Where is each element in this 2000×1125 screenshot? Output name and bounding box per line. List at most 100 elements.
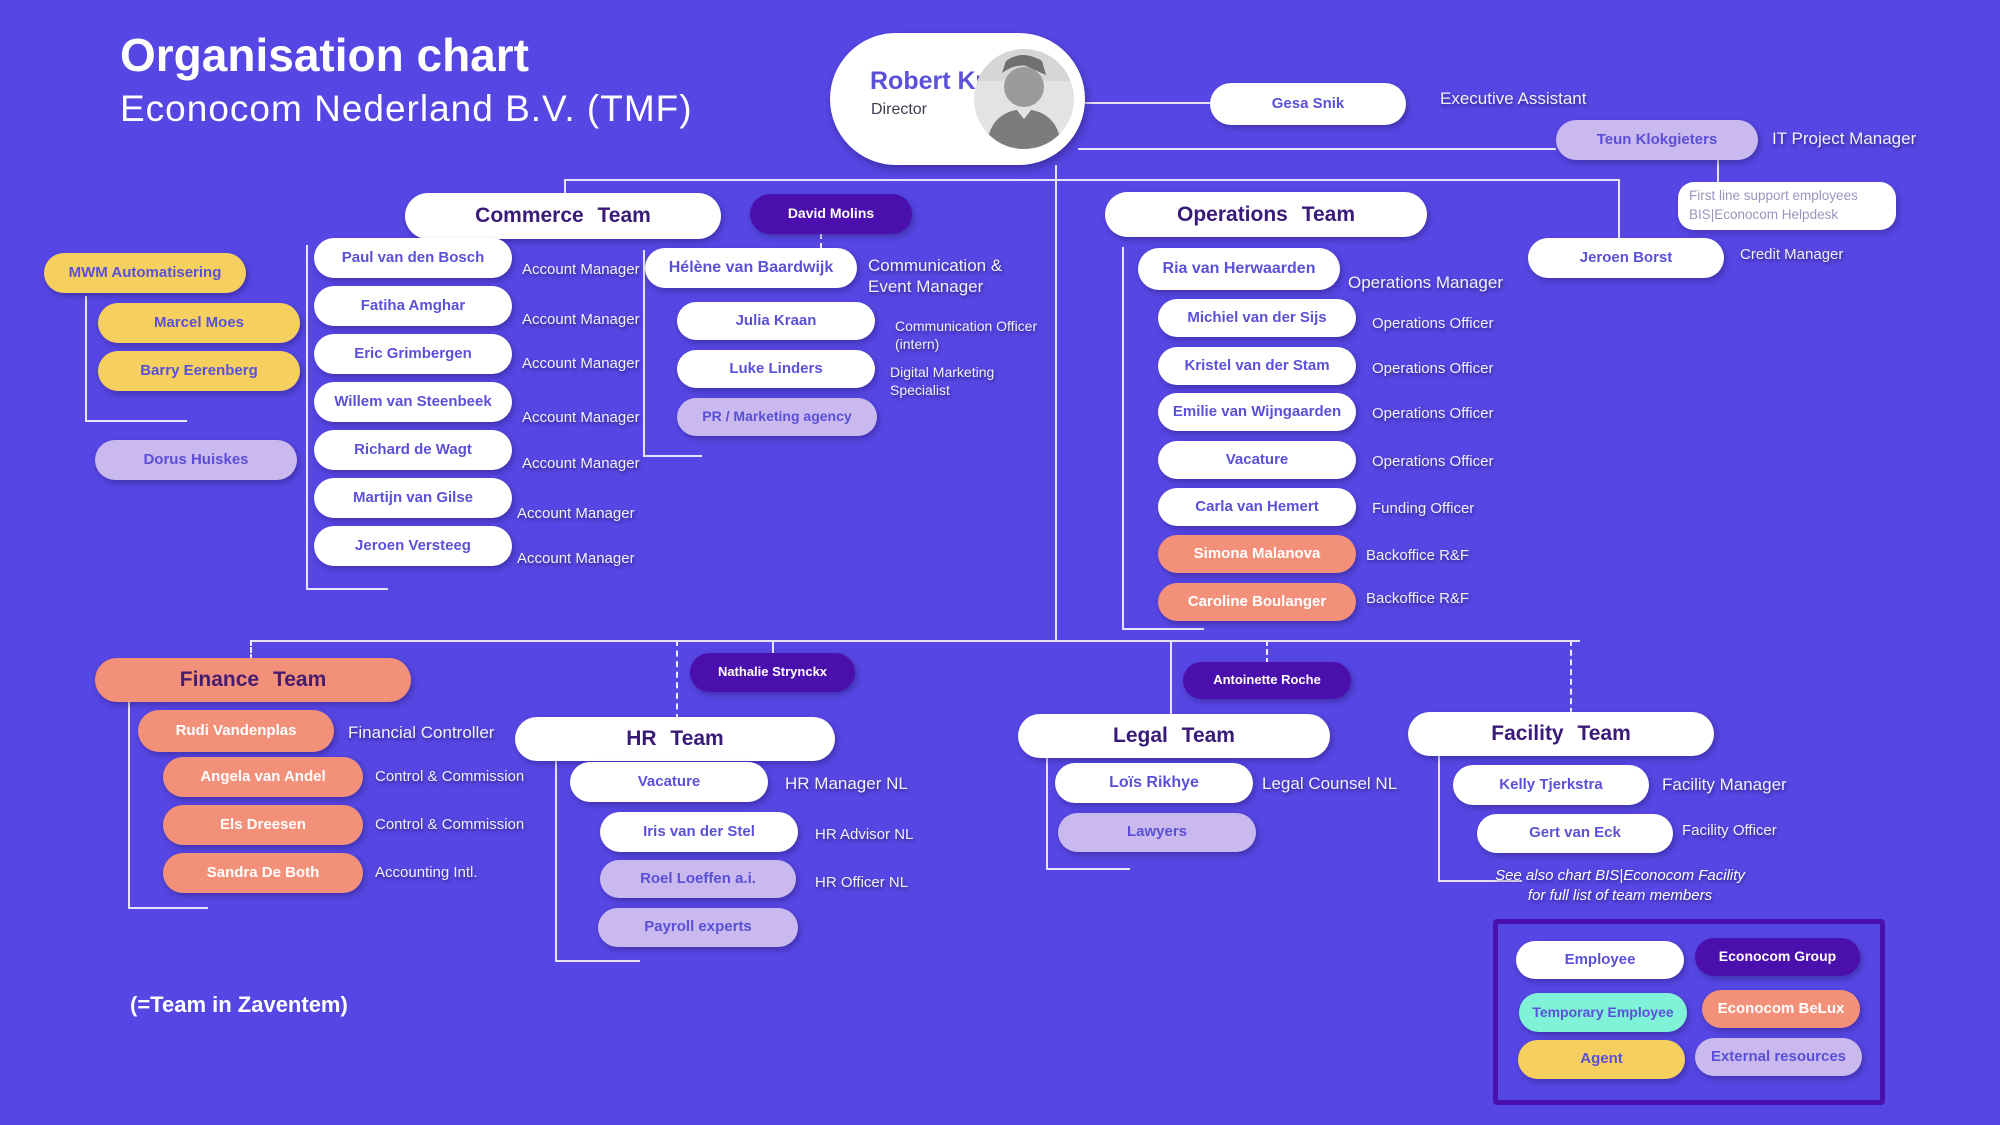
pill-lois-rikhye: Loïs Rikhye [1055,763,1253,803]
role-label: Operations Officer [1372,315,1494,332]
pill-antoinette-roche: Antoinette Roche [1183,662,1351,699]
legend-econocom-group: Econocom Group [1695,938,1860,976]
pill-ria-van-herwaarden: Ria van Herwaarden [1138,248,1340,290]
pill-michiel-van-der-sijs: Michiel van der Sijs [1158,299,1356,337]
legend: Employee Econocom Group Temporary Employ… [1493,919,1885,1105]
bracket-agents [85,296,187,422]
role-label: Funding Officer [1372,500,1475,517]
role-label: Operations Officer [1372,405,1494,422]
pill-david-molins: David Molins [750,194,912,234]
pill-willem-van-steenbeek: Willem van Steenbeek [314,382,512,422]
pill-kristel-van-der-stam: Kristel van der Stam [1158,347,1356,385]
facility-see-also-note: See also chart BIS|Econocom Facility for… [1495,867,1745,904]
legend-agent: Agent [1518,1040,1685,1079]
role-label: Operations Officer [1372,453,1494,470]
connector-line [772,640,774,655]
pill-angela-van-andel: Angela van Andel [163,757,363,797]
pill-marcel-moes: Marcel Moes [98,303,300,343]
role-communication-event-manager: Communication & Event Manager [868,256,1003,297]
role-label: Backoffice R&F [1366,590,1470,607]
pill-lawyers: Lawyers [1058,813,1256,852]
pill-simona-malanova: Simona Malanova [1158,535,1356,573]
pill-fatiha-amghar: Fatiha Amghar [314,286,512,326]
legend-econocom-belux: Econocom BeLux [1702,990,1860,1028]
connector-dashed [676,640,678,720]
connector-line [564,179,566,195]
role-facility-manager: Facility Manager [1662,775,1787,794]
header-finance-team: Finance Team [95,658,411,702]
pill-carla-van-hemert: Carla van Hemert [1158,488,1356,526]
connector-dashed [250,640,252,660]
pill-jeroen-versteeg: Jeroen Versteeg [314,526,512,566]
role-label: Account Manager [522,455,640,472]
pill-caroline-boulanger: Caroline Boulanger [1158,583,1356,621]
bracket-facility [1438,755,1522,882]
bracket-commerce [306,245,388,590]
role-label: Account Manager [522,311,640,328]
pill-els-dreesen: Els Dreesen [163,805,363,845]
header-operations-team: Operations Team [1105,192,1427,237]
role-label: Communication Officer (intern) [895,318,1038,352]
role-label: Account Manager [517,505,635,522]
connector-dashed [820,233,822,249]
pill-barry-eerenberg: Barry Eerenberg [98,351,300,391]
pill-iris-van-der-stel: Iris van der Stel [600,812,798,852]
role-label: Facility Officer [1682,822,1777,839]
role-label: Digital Marketing Specialist [890,364,995,398]
connector-line [1078,148,1556,150]
role-label: HR Officer NL [815,874,909,891]
pill-nathalie-strynckx: Nathalie Strynckx [690,653,855,692]
header-legal-team: Legal Team [1018,714,1330,758]
pill-gesa-snik: Gesa Snik [1210,83,1406,125]
pill-teun-klokgieters: Teun Klokgieters [1556,120,1758,160]
director-card: Robert Kuijs Director [830,33,1085,165]
pill-dorus-huiskes: Dorus Huiskes [95,440,297,480]
role-financial-controller: Financial Controller [348,723,495,742]
legend-temporary-employee: Temporary Employee [1519,993,1687,1032]
role-label: Account Manager [522,261,640,278]
connector-dashed [1266,640,1268,664]
legend-employee: Employee [1516,941,1684,979]
pill-rudi-vandenplas: Rudi Vandenplas [138,710,334,752]
connector-line [1717,160,1719,184]
role-legal-counsel-nl: Legal Counsel NL [1262,774,1398,793]
pill-martijn-van-gilse: Martijn van Gilse [314,478,512,518]
page-subtitle: Econocom Nederland B.V. (TMF) [120,88,693,129]
connector-line [1085,102,1210,104]
pill-payroll-experts: Payroll experts [598,908,798,947]
pill-helene-van-baardwijk: Hélène van Baardwijk [645,248,857,288]
pill-julia-kraan: Julia Kraan [677,302,875,340]
page-title: Organisation chart [120,29,529,81]
role-label: Account Manager [522,355,640,372]
role-operations-manager: Operations Manager [1348,273,1503,292]
pill-vacature-operations: Vacature [1158,441,1356,479]
connector-line [1055,165,1057,642]
pill-richard-de-wagt: Richard de Wagt [314,430,512,470]
connector-dashed [1570,640,1572,714]
header-hr-team: HR Team [515,717,835,761]
pill-luke-linders: Luke Linders [677,350,875,388]
connector-line [564,179,1620,181]
pill-mwm-automatisering: MWM Automatisering [44,253,246,293]
director-photo [972,47,1076,151]
pill-vacature-hr: Vacature [570,762,768,802]
role-label: Backoffice R&F [1366,547,1470,564]
role-hr-manager-nl: HR Manager NL [785,774,908,793]
pill-kelly-tjerkstra: Kelly Tjerkstra [1453,765,1649,805]
role-label: Account Manager [517,550,635,567]
pill-eric-grimbergen: Eric Grimbergen [314,334,512,374]
connector-line [1618,179,1620,239]
bracket-operations [1122,247,1204,630]
role-label: Operations Officer [1372,360,1494,377]
pill-jeroen-borst: Jeroen Borst [1528,238,1724,278]
bracket-communication [643,250,702,457]
pill-emilie-van-wijngaarden: Emilie van Wijngaarden [1158,393,1356,431]
pill-sandra-de-both: Sandra De Both [163,853,363,893]
pill-roel-loeffen: Roel Loeffen a.i. [600,860,796,898]
role-label: Account Manager [522,409,640,426]
pill-gert-van-eck: Gert van Eck [1477,814,1673,853]
bracket-hr [555,748,640,962]
role-label: Accounting Intl. [375,864,478,881]
bracket-finance [128,697,208,909]
